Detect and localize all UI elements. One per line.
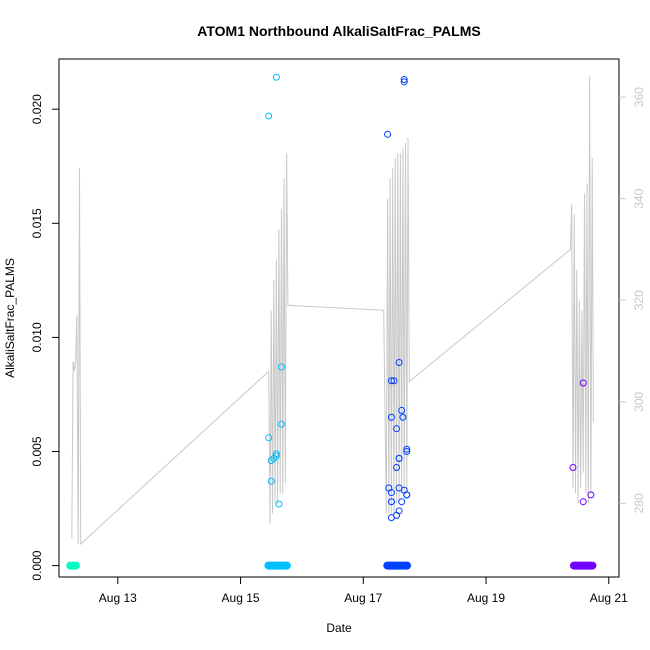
data-point — [387, 498, 395, 506]
data-point — [387, 377, 395, 385]
zero-band — [569, 561, 597, 570]
y-tick-label: 0.000 — [30, 550, 44, 580]
data-point — [398, 498, 406, 506]
altitude-line — [71, 76, 594, 546]
zero-band — [383, 561, 412, 570]
data-point — [393, 463, 401, 471]
zero-band — [66, 561, 80, 570]
data-point — [267, 457, 275, 465]
altitude-line-group — [71, 76, 594, 546]
x-tick-label: Aug 21 — [590, 591, 628, 605]
zero-band — [264, 561, 291, 570]
data-point — [398, 406, 406, 414]
data-point — [393, 425, 401, 433]
y-axis: 0.000 0.005 0.010 0.015 0.020 — [30, 94, 59, 581]
y-tick-label: 0.020 — [30, 94, 44, 124]
x-tick-label: Aug 15 — [222, 591, 260, 605]
y-axis-label: AlkaliSaltFrac_PALMS — [3, 258, 17, 378]
points-group — [265, 73, 595, 522]
y2-tick-label: 360 — [632, 87, 646, 107]
data-point — [569, 463, 577, 471]
data-point — [387, 489, 395, 497]
x-tick-label: Aug 17 — [344, 591, 382, 605]
x-axis-label: Date — [326, 621, 352, 635]
data-point — [390, 377, 398, 385]
data-point — [400, 76, 408, 84]
data-point — [579, 379, 587, 387]
data-point — [384, 130, 392, 138]
data-point — [403, 447, 411, 455]
data-point — [399, 413, 407, 421]
y2-axis: 280 300 320 340 360 — [619, 87, 646, 513]
y2-tick-label: 320 — [632, 290, 646, 310]
data-point — [267, 477, 275, 485]
zero-bands-group — [66, 561, 597, 570]
data-point — [395, 454, 403, 462]
y-tick-label: 0.010 — [30, 322, 44, 352]
y-tick-label: 0.005 — [30, 436, 44, 466]
data-point — [403, 445, 411, 453]
data-point — [387, 413, 395, 421]
data-point — [403, 491, 411, 499]
data-point — [265, 434, 273, 442]
data-point — [272, 73, 280, 81]
x-tick-label: Aug 19 — [467, 591, 505, 605]
y2-tick-label: 340 — [632, 188, 646, 208]
data-point — [587, 491, 595, 499]
data-point — [400, 78, 408, 86]
data-point — [275, 500, 283, 508]
data-point — [395, 358, 403, 366]
data-point — [265, 112, 273, 120]
data-point — [277, 420, 285, 428]
data-point — [277, 363, 285, 371]
chart-title: ATOM1 Northbound AlkaliSaltFrac_PALMS — [197, 23, 480, 39]
data-point — [272, 452, 280, 460]
x-tick-label: Aug 13 — [99, 591, 137, 605]
plot-frame — [58, 58, 620, 578]
data-point — [579, 498, 587, 506]
y-tick-label: 0.015 — [30, 208, 44, 238]
x-axis: Aug 13 Aug 15 Aug 17 Aug 19 Aug 21 — [99, 577, 628, 605]
y2-tick-label: 280 — [632, 493, 646, 513]
data-point — [387, 514, 395, 522]
y2-tick-label: 300 — [632, 391, 646, 411]
